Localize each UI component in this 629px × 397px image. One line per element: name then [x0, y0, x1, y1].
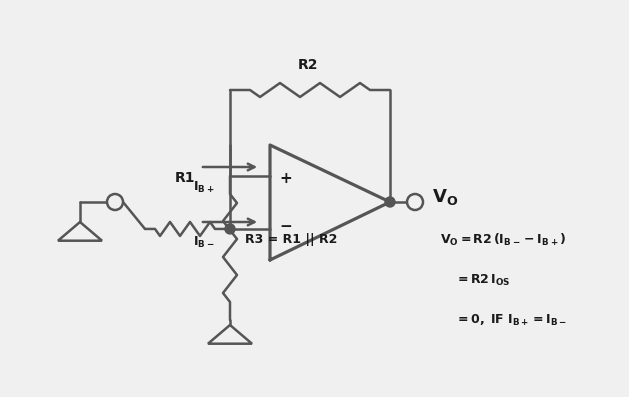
- Circle shape: [107, 194, 123, 210]
- Text: $\mathbf{= 0,\ IF\ I_{B+} = I_{B-}}$: $\mathbf{= 0,\ IF\ I_{B+} = I_{B-}}$: [455, 312, 567, 328]
- Text: $\mathbf{V_O}$$\mathbf{ = R2\,(I_{B-} - I_{B+})}$: $\mathbf{V_O}$$\mathbf{ = R2\,(I_{B-} - …: [440, 232, 566, 248]
- Text: $\mathbf{I_{B+}}$: $\mathbf{I_{B+}}$: [193, 180, 214, 195]
- Circle shape: [385, 197, 395, 207]
- Text: $\mathbf{V_O}$: $\mathbf{V_O}$: [432, 187, 459, 207]
- Circle shape: [225, 224, 235, 234]
- Text: R1: R1: [175, 171, 195, 185]
- Text: $\mathbf{= R2\,I_{OS}}$: $\mathbf{= R2\,I_{OS}}$: [455, 272, 511, 287]
- Text: R2: R2: [298, 58, 318, 72]
- Text: $\mathbf{I_{B-}}$: $\mathbf{I_{B-}}$: [193, 235, 214, 250]
- Text: R3 = R1 || R2: R3 = R1 || R2: [245, 233, 337, 247]
- Circle shape: [407, 194, 423, 210]
- Text: −: −: [280, 220, 292, 235]
- Text: +: +: [280, 171, 292, 185]
